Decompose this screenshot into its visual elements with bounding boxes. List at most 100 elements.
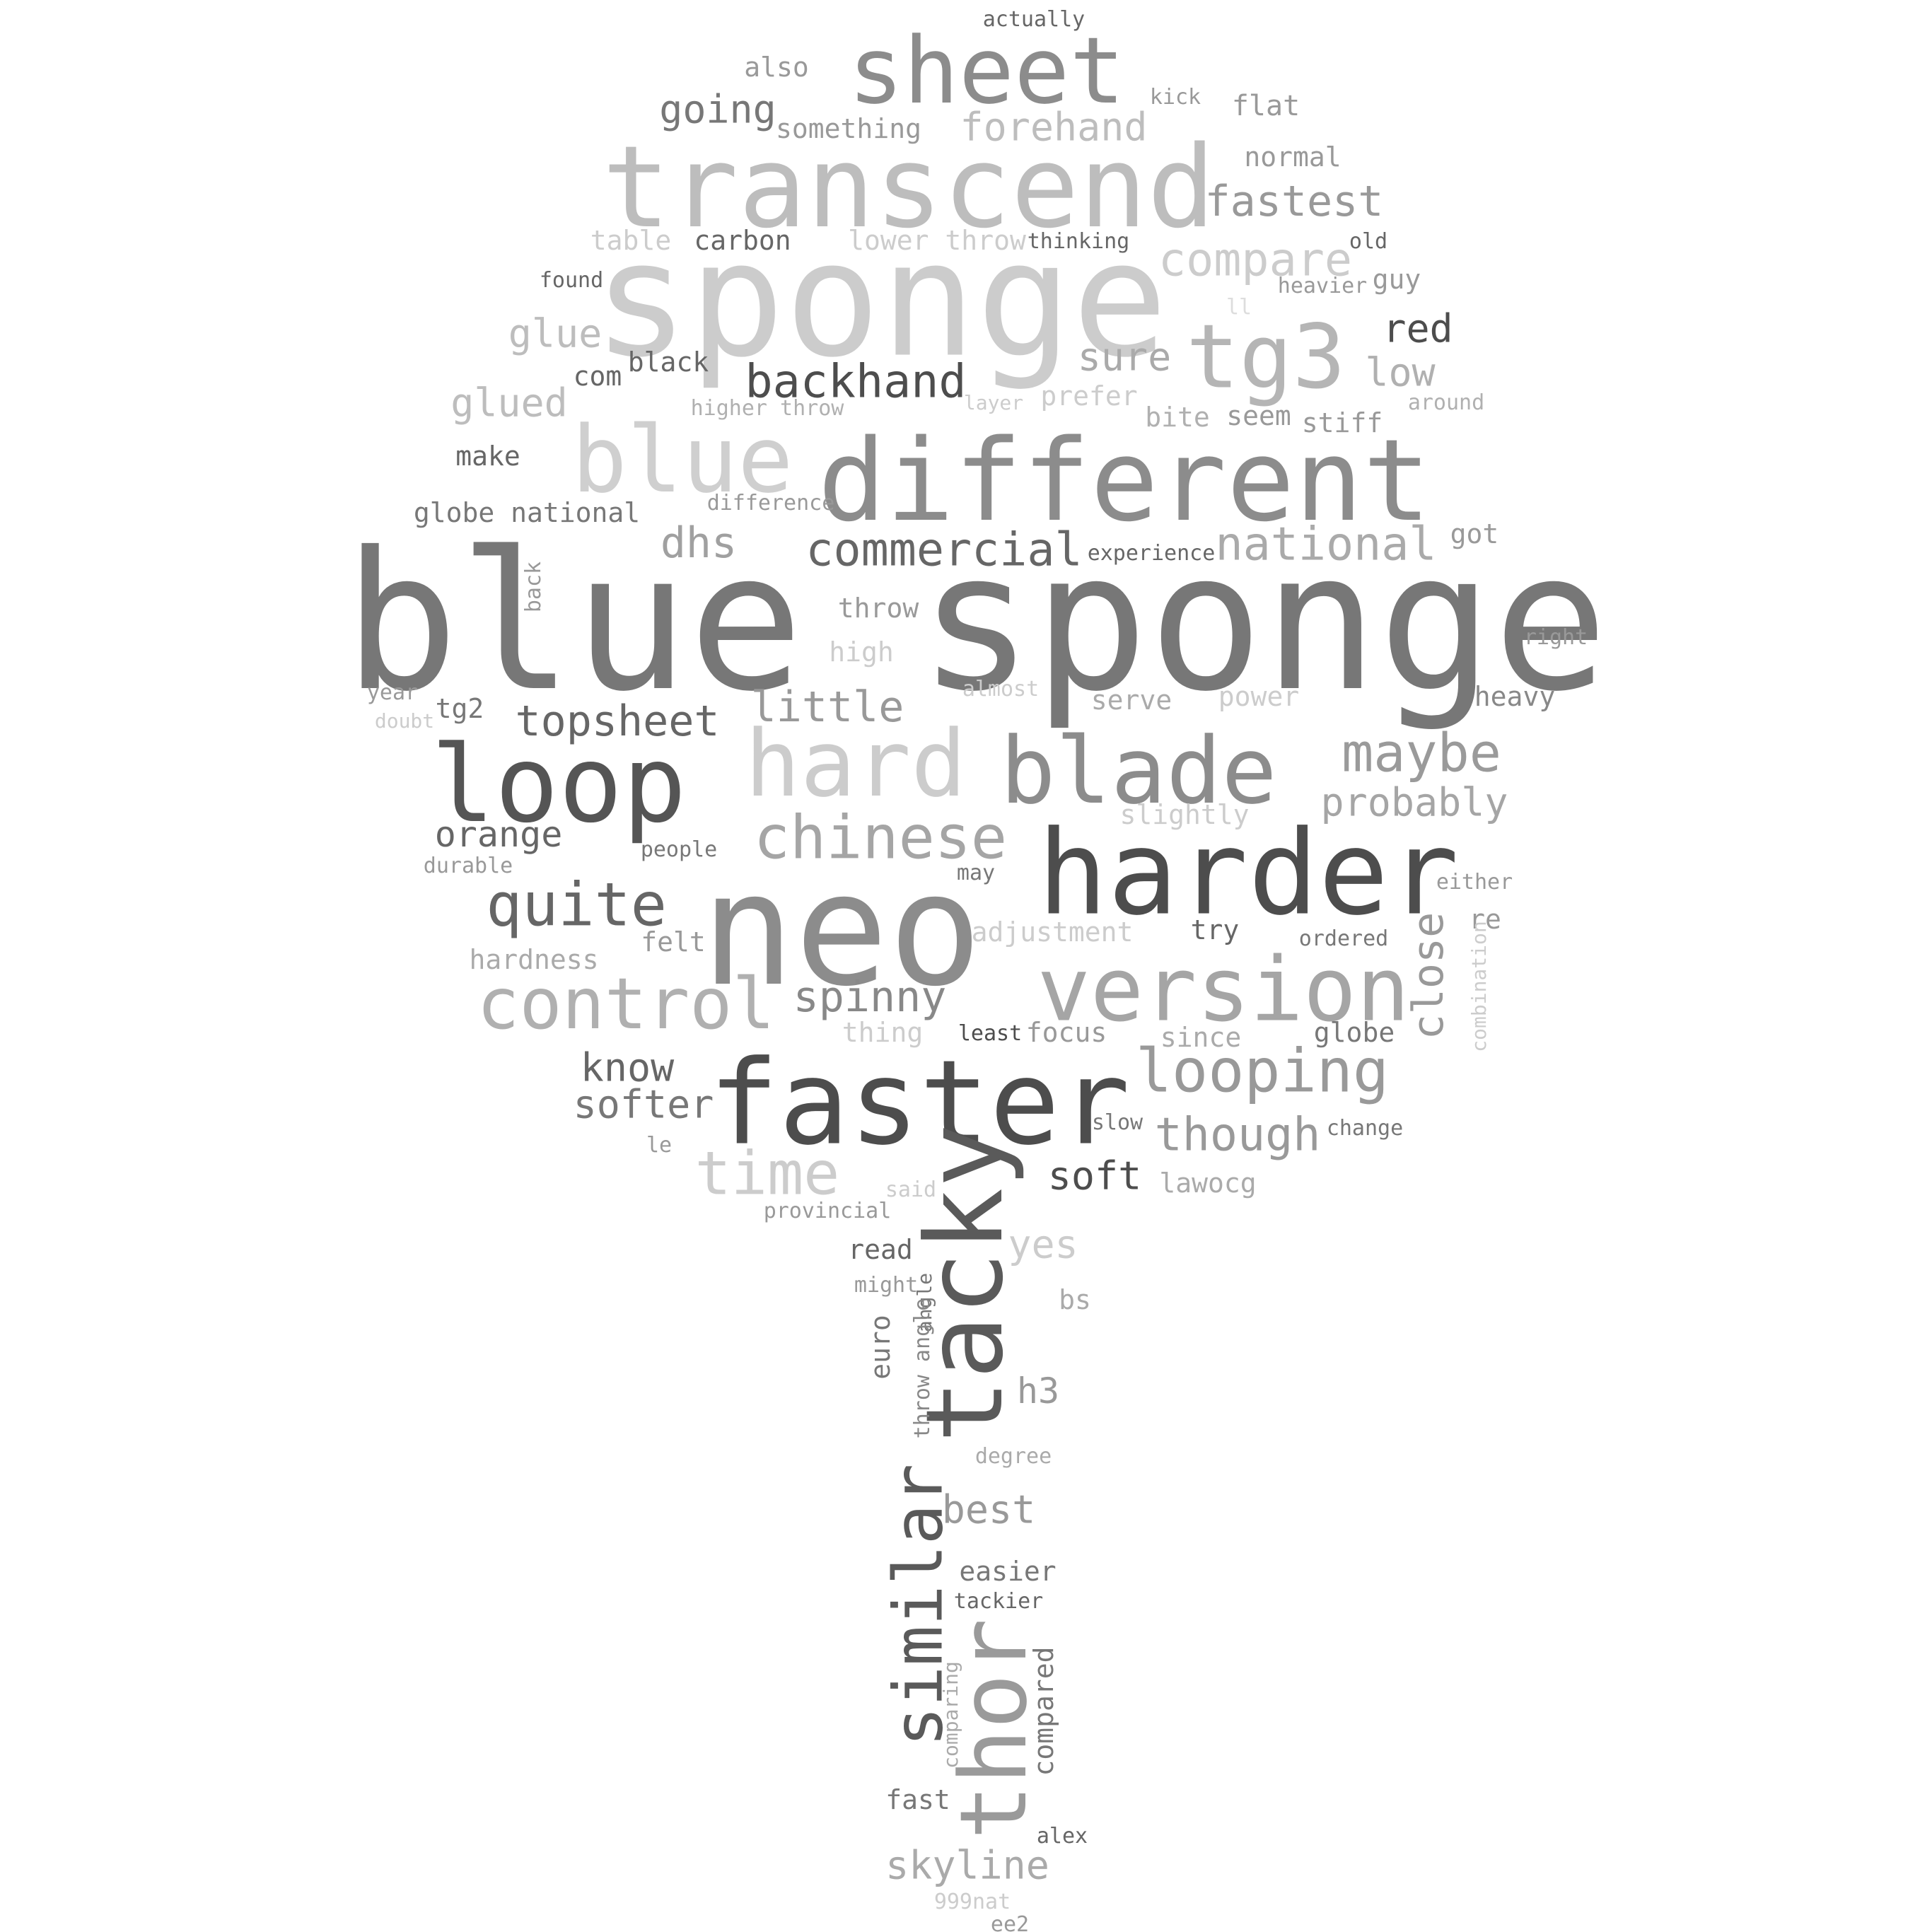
word-read: read <box>848 1234 913 1265</box>
word-control: control <box>477 962 775 1045</box>
word-durable: durable <box>423 854 513 878</box>
word-carbon: carbon <box>694 225 791 256</box>
word-glued: glued <box>450 380 568 426</box>
word-though: though <box>1154 1108 1321 1162</box>
word-transcend: transcend <box>602 121 1216 253</box>
word-little: little <box>750 682 904 732</box>
word-skyline: skyline <box>885 1842 1049 1888</box>
word-tg3: tg3 <box>1186 305 1346 409</box>
word-high: high <box>829 636 894 668</box>
word-table: table <box>590 225 672 256</box>
word-serve: serve <box>1090 685 1172 716</box>
word-version: version <box>1037 938 1410 1042</box>
word-combination: combination <box>1467 921 1491 1052</box>
word-ll: ll <box>1226 295 1252 320</box>
word-glue: glue <box>508 310 603 356</box>
word-slow: slow <box>1091 1110 1144 1135</box>
word-commercial: commercial <box>805 523 1083 577</box>
word-backhand: backhand <box>745 355 967 409</box>
word-different: different <box>817 414 1431 547</box>
word-degree: degree <box>974 1444 1052 1469</box>
word-prefer: prefer <box>1040 380 1138 412</box>
word-around: around <box>1407 390 1485 415</box>
word-fast: fast <box>885 1784 950 1815</box>
word-might: might <box>854 1273 919 1298</box>
word-throw-angle: throw angle <box>910 1298 935 1439</box>
word-heavy: heavy <box>1474 681 1556 712</box>
word-neo: neo <box>701 839 982 1020</box>
word-try: try <box>1190 914 1240 945</box>
word-higher-throw: higher throw <box>690 396 844 421</box>
word-compare: compare <box>1158 233 1352 287</box>
word-said: said <box>885 1177 937 1202</box>
word-seem: seem <box>1226 400 1291 431</box>
word-got: got <box>1450 518 1499 549</box>
word-right: right <box>1523 625 1588 650</box>
word-throw: throw <box>837 593 919 624</box>
word-h3: h3 <box>1016 1371 1060 1412</box>
word-le: le <box>646 1133 673 1158</box>
word-faster: faster <box>708 1035 1131 1171</box>
word-time: time <box>694 1139 840 1209</box>
word-hard: hard <box>745 710 967 817</box>
word-blue: blue <box>571 406 793 513</box>
word-provincial: provincial <box>763 1199 892 1223</box>
word-topsheet: topsheet <box>515 697 720 746</box>
word-globe: globe <box>1313 1017 1395 1048</box>
word-stiff: stiff <box>1301 407 1383 438</box>
word-probably: probably <box>1320 779 1508 825</box>
word-doubt: doubt <box>374 709 435 733</box>
word-harder: harder <box>1037 805 1460 941</box>
word-change: change <box>1326 1116 1404 1141</box>
word-old: old <box>1349 229 1388 254</box>
word-ee2: ee2 <box>990 1912 1030 1932</box>
word-blade: blade <box>1000 717 1277 825</box>
word-hardness: hardness <box>469 944 599 975</box>
word-back: back <box>521 561 546 613</box>
word-yes: yes <box>1008 1221 1078 1267</box>
word-soft: soft <box>1047 1153 1142 1199</box>
word-actually: actually <box>982 7 1086 32</box>
word-softer: softer <box>573 1081 714 1127</box>
word-compared: compared <box>1028 1646 1059 1776</box>
word-best: best <box>941 1486 1036 1532</box>
word-maybe: maybe <box>1342 721 1501 784</box>
word-people: people <box>640 837 718 862</box>
word-chinese: chinese <box>753 803 1008 873</box>
word-since: since <box>1160 1022 1242 1053</box>
word-999nat: 999nat <box>933 1890 1011 1914</box>
word-guy: guy <box>1372 264 1421 295</box>
word-layer: layer <box>963 391 1024 414</box>
word-thinking: thinking <box>1027 229 1130 254</box>
word-also: also <box>744 52 809 83</box>
word-know: know <box>580 1044 675 1090</box>
word-com: com <box>573 361 622 392</box>
word-comparing: comparing <box>939 1661 962 1769</box>
word-experience: experience <box>1087 541 1216 566</box>
word-power: power <box>1218 681 1300 712</box>
word-national: national <box>1215 518 1437 571</box>
word-flat: flat <box>1231 90 1300 122</box>
word-kick: kick <box>1149 85 1201 110</box>
word-difference: difference <box>706 491 835 516</box>
word-red: red <box>1383 305 1453 351</box>
word-looping: looping <box>1135 1036 1390 1107</box>
word-felt: felt <box>641 926 706 958</box>
word-euro: euro <box>865 1315 896 1380</box>
word-going: going <box>659 86 776 132</box>
word-almost: almost <box>962 677 1040 702</box>
word-spinny: spinny <box>793 972 947 1022</box>
word-focus: focus <box>1025 1017 1107 1048</box>
word-year: year <box>366 680 419 705</box>
word-tackier: tackier <box>953 1589 1044 1614</box>
word-orange: orange <box>434 814 563 855</box>
word-black: black <box>627 347 709 378</box>
word-may: may <box>956 861 996 885</box>
word-sheet: sheet <box>848 17 1125 124</box>
word-forehand: forehand <box>960 104 1148 150</box>
word-loop: loop <box>431 723 687 846</box>
word-either: either <box>1436 870 1513 895</box>
word-tg2: tg2 <box>435 693 484 724</box>
word-re: re <box>1469 904 1501 935</box>
